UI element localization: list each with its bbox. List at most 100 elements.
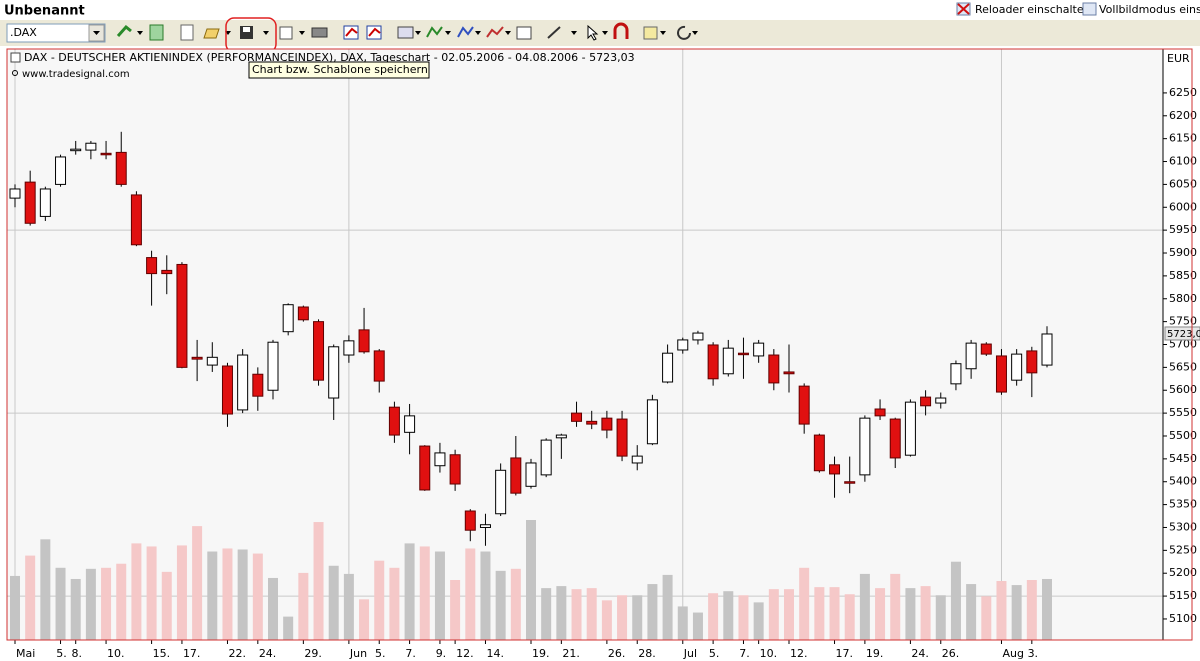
- candle-body: [495, 469, 507, 515]
- x-tick-label: 22.: [228, 647, 246, 660]
- x-tick-label: 28.: [638, 647, 656, 660]
- candle-body: [920, 396, 932, 407]
- x-tick-label: 12.: [456, 647, 474, 660]
- volume-bar: [556, 586, 567, 640]
- volume-bar: [343, 573, 354, 640]
- x-tick-label: Jun: [349, 647, 367, 660]
- icon-dropdown[interactable]: [445, 31, 451, 35]
- x-tick-label: 29.: [304, 647, 322, 660]
- candle-body: [100, 152, 112, 156]
- icon-indicator[interactable]: [426, 26, 443, 38]
- candle-body: [115, 151, 127, 185]
- icon-print[interactable]: [311, 27, 328, 38]
- volume-bar: [450, 580, 461, 640]
- candle-body: [206, 356, 218, 366]
- icon-dropdown[interactable]: [299, 31, 305, 35]
- candle-body: [935, 397, 947, 404]
- volume-bar: [708, 593, 719, 640]
- candle-body: [221, 365, 233, 415]
- icon-update[interactable]: [149, 24, 164, 41]
- y-tick-label: 5150: [1169, 589, 1197, 602]
- candle-body: [510, 457, 522, 494]
- icon-dropdown[interactable]: [415, 31, 421, 35]
- candle-body: [768, 354, 780, 384]
- icon-notes[interactable]: [643, 26, 658, 40]
- y-axis-area: [1163, 49, 1200, 640]
- fullscreen-icon[interactable]: [1082, 2, 1097, 16]
- volume-bar: [404, 543, 415, 640]
- volume-bar: [981, 596, 992, 640]
- candle-body: [161, 269, 173, 275]
- icon-open[interactable]: [203, 28, 220, 39]
- candle-body: [373, 350, 385, 382]
- volume-bar: [389, 567, 400, 640]
- icon-dropdown[interactable]: [505, 31, 511, 35]
- x-tick-label: 15.: [153, 647, 171, 660]
- icon-dropdown[interactable]: [137, 31, 143, 35]
- volume-bar: [526, 520, 536, 640]
- volume-bar: [328, 565, 339, 640]
- y-tick-label: 6000: [1169, 200, 1197, 213]
- volume-bar: [1026, 580, 1037, 640]
- icon-window[interactable]: [397, 26, 414, 39]
- candle-body: [677, 339, 689, 351]
- candle-body: [328, 346, 340, 399]
- candle-body: [950, 363, 962, 385]
- fullscreen-link[interactable]: Vollbildmodus einscha: [1099, 3, 1200, 16]
- icon-save-label: [243, 27, 250, 32]
- icon-chart-in-line: [345, 27, 358, 37]
- x-tick-label: 10.: [760, 647, 778, 660]
- window-title: Unbenannt: [4, 4, 85, 19]
- symbol-combo[interactable]: [6, 23, 106, 43]
- icon-properties[interactable]: [516, 26, 532, 40]
- candle-body: [859, 417, 871, 476]
- icon-dropdown[interactable]: [263, 31, 269, 35]
- volume-bar: [25, 555, 36, 640]
- x-tick-label: 5.: [56, 647, 67, 660]
- candle-body: [753, 342, 765, 357]
- volume-bar: [1042, 578, 1052, 640]
- icon-dropdown[interactable]: [660, 31, 666, 35]
- candle-body: [1011, 353, 1023, 381]
- x-tick-label: 10.: [107, 647, 125, 660]
- x-tick-label: 21.: [562, 647, 580, 660]
- icon-magnet[interactable]: [613, 22, 629, 39]
- marks: [9, 131, 1053, 640]
- icon-dropdown[interactable]: [475, 31, 481, 35]
- volume-bar: [859, 573, 870, 640]
- candle-body: [616, 418, 628, 457]
- icon-draw-line[interactable]: [547, 26, 561, 39]
- y-tick-label: 5100: [1169, 612, 1197, 625]
- icon-copy[interactable]: [279, 26, 293, 40]
- icon-new[interactable]: [180, 24, 194, 41]
- icon-reload[interactable]: [677, 25, 691, 40]
- volume-bar: [768, 589, 779, 640]
- candle-body: [737, 352, 749, 356]
- icon-cursor[interactable]: [587, 24, 599, 41]
- reloader-x: [957, 3, 970, 15]
- candle-body: [237, 354, 249, 411]
- reloader-link[interactable]: Reloader einschalten: [975, 3, 1091, 16]
- candle-body: [692, 332, 704, 341]
- volume-bar: [268, 577, 278, 640]
- icon-dropdown[interactable]: [692, 31, 698, 35]
- icon-dropdown[interactable]: [571, 31, 577, 35]
- last-price-box: [1164, 326, 1200, 341]
- x-tick-label: 26.: [942, 647, 960, 660]
- y-tick-label: 6050: [1169, 177, 1197, 190]
- x-tick-label: 7.: [739, 647, 750, 660]
- icon-refresh[interactable]: [116, 24, 132, 37]
- candle-body: [555, 434, 567, 439]
- candle-body: [449, 454, 461, 485]
- x-tick-label: 8.: [71, 647, 82, 660]
- candle-body: [146, 257, 158, 275]
- candle-body: [965, 342, 977, 370]
- icon-signal[interactable]: [486, 26, 504, 38]
- last-price-label: 5723,0: [1167, 329, 1200, 340]
- icon-strategy[interactable]: [457, 26, 474, 38]
- volume-bar: [207, 551, 218, 640]
- candle-body: [343, 340, 355, 356]
- icon-dropdown[interactable]: [602, 31, 608, 35]
- y-tick-label: 5350: [1169, 498, 1197, 511]
- y-axis-label: EUR: [1167, 52, 1190, 65]
